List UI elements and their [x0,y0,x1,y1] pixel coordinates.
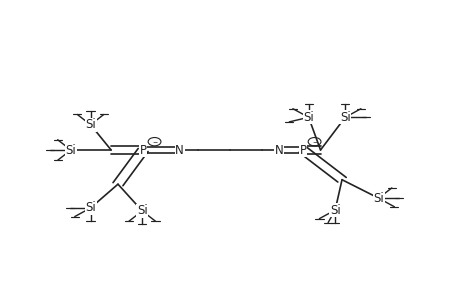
Text: Si: Si [85,118,96,131]
Text: Si: Si [372,192,383,205]
Text: N: N [274,143,283,157]
Text: P: P [299,143,306,157]
Text: Si: Si [136,204,147,218]
Text: −: − [311,139,317,144]
Text: N: N [175,143,184,157]
Text: −: − [151,139,157,144]
Text: P: P [140,143,146,157]
Text: Si: Si [85,202,96,214]
Text: Si: Si [329,203,340,217]
Text: Si: Si [65,143,76,157]
Text: Si: Si [339,111,350,124]
Text: Si: Si [302,111,313,124]
